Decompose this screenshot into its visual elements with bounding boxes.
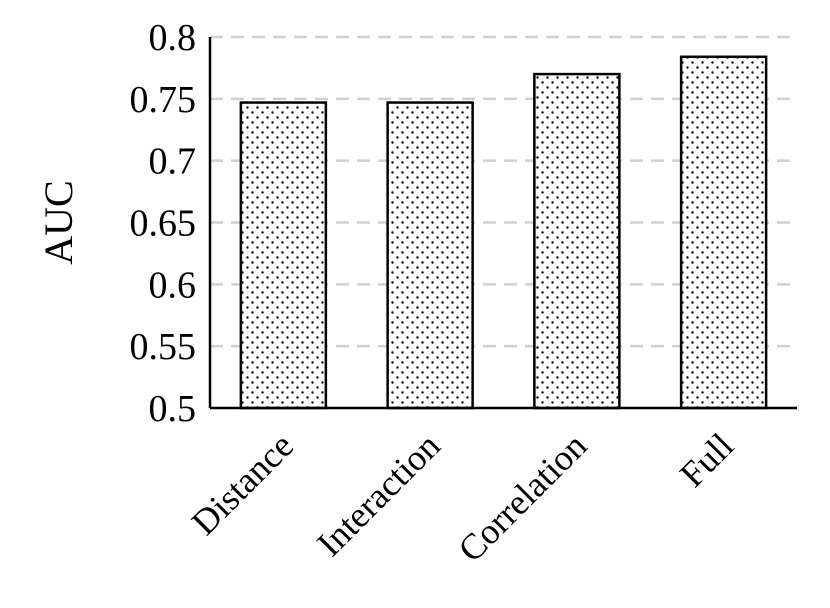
bar-distance xyxy=(239,101,328,410)
bar-full xyxy=(679,55,768,410)
x-category-label: Distance xyxy=(184,425,301,542)
axes-group xyxy=(208,37,797,410)
x-category-label: Correlation xyxy=(450,425,594,569)
x-category-label: Full xyxy=(672,425,741,494)
y-tick-label: 0.75 xyxy=(130,79,197,121)
y-tick-label: 0.8 xyxy=(149,17,197,59)
bar-correlation xyxy=(533,72,621,410)
y-tick-label: 0.65 xyxy=(130,203,197,245)
y-tick-label: 0.7 xyxy=(149,141,197,183)
bars-group xyxy=(239,55,768,410)
y-tick-label: 0.55 xyxy=(130,326,197,368)
x-category-labels: Distance Interaction Correlation Full xyxy=(184,425,742,569)
bar-interaction xyxy=(386,101,474,410)
y-axis-title: AUC xyxy=(36,180,81,264)
y-tick-label: 0.5 xyxy=(149,388,197,430)
y-tick-label: 0.6 xyxy=(149,264,197,306)
x-category-label: Interaction xyxy=(309,425,448,564)
y-tick-labels: 0.5 0.55 0.6 0.65 0.7 0.75 0.8 xyxy=(130,17,197,430)
